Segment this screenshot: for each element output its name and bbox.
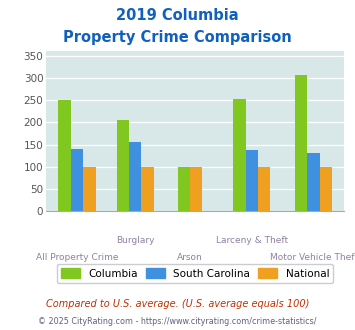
Text: © 2025 CityRating.com - https://www.cityrating.com/crime-statistics/: © 2025 CityRating.com - https://www.city… <box>38 317 317 326</box>
Text: Arson: Arson <box>177 253 203 262</box>
Text: Motor Vehicle Theft: Motor Vehicle Theft <box>269 253 355 262</box>
Bar <box>190 167 202 211</box>
Text: 2019 Columbia: 2019 Columbia <box>116 8 239 23</box>
Bar <box>295 75 307 211</box>
Text: Larceny & Theft: Larceny & Theft <box>216 236 288 245</box>
Bar <box>141 167 154 211</box>
Bar <box>233 99 246 211</box>
Legend: Columbia, South Carolina, National: Columbia, South Carolina, National <box>57 264 333 283</box>
Text: Compared to U.S. average. (U.S. average equals 100): Compared to U.S. average. (U.S. average … <box>46 299 309 309</box>
Bar <box>83 167 95 211</box>
Text: Burglary: Burglary <box>116 236 154 245</box>
Bar <box>178 167 190 211</box>
Bar <box>117 120 129 211</box>
Bar <box>71 149 83 211</box>
Bar <box>246 150 258 211</box>
Text: Property Crime Comparison: Property Crime Comparison <box>63 30 292 45</box>
Text: All Property Crime: All Property Crime <box>36 253 118 262</box>
Bar <box>320 167 332 211</box>
Bar <box>258 167 270 211</box>
Bar <box>129 142 141 211</box>
Bar <box>59 100 71 211</box>
Bar <box>307 152 320 211</box>
